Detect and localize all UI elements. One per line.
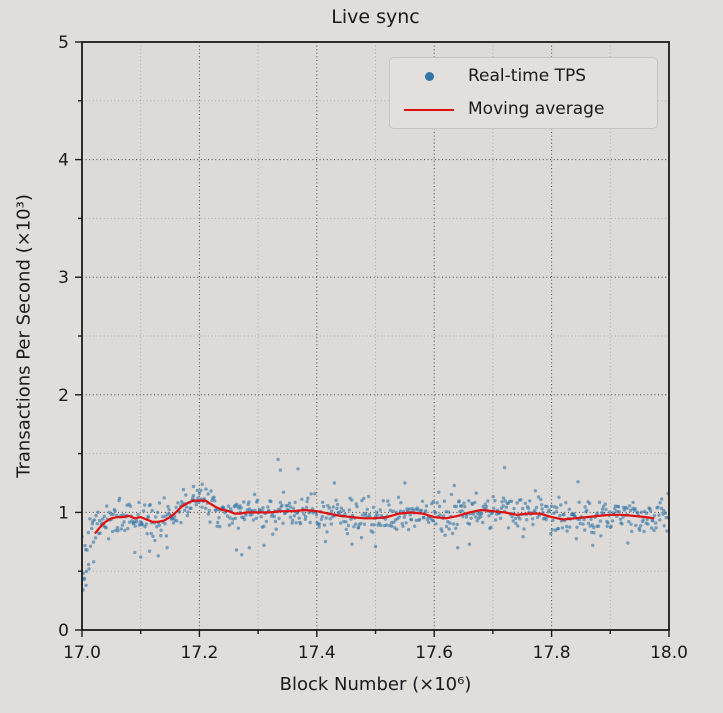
x-tick-labels: 17.0 17.2 17.4 17.6 17.8 18.0 (63, 643, 688, 663)
y-tick-labels: 0 1 2 3 4 5 (58, 33, 69, 641)
legend: Real-time TPS Moving average (389, 57, 658, 129)
x-tick-label: 17.8 (533, 643, 571, 663)
moving-average-line (94, 499, 655, 535)
y-tick-label: 0 (58, 621, 69, 641)
y-tick-label: 4 (58, 151, 69, 171)
y-tick-label: 5 (58, 33, 69, 53)
x-tick-label: 17.6 (415, 643, 453, 663)
scatter-points (82, 457, 669, 592)
minor-gridlines (82, 42, 669, 630)
x-tick-label: 17.4 (298, 643, 336, 663)
legend-entry-moving-average: Moving average (390, 95, 657, 125)
line-marker-icon (404, 108, 454, 111)
x-tick-label: 17.2 (180, 643, 218, 663)
legend-entry-realtime-tps: Real-time TPS (390, 61, 657, 91)
x-tick-label: 17.0 (63, 643, 101, 663)
y-tick-label: 1 (58, 503, 69, 523)
legend-label-moving-average: Moving average (468, 99, 605, 120)
y-tick-label: 3 (58, 268, 69, 288)
legend-marker-cell (390, 108, 468, 111)
scatter-marker-icon (424, 71, 434, 81)
x-tick-label: 18.0 (650, 643, 688, 663)
legend-label-realtime-tps: Real-time TPS (468, 65, 587, 86)
y-tick-label: 2 (58, 386, 69, 406)
legend-marker-cell (390, 71, 468, 81)
axis-ticks (75, 41, 670, 637)
axes-background (82, 42, 669, 630)
